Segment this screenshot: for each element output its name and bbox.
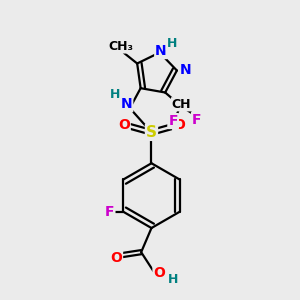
Text: CH: CH bbox=[172, 98, 191, 111]
Text: F: F bbox=[105, 205, 114, 219]
Text: O: O bbox=[173, 118, 185, 132]
Text: N: N bbox=[179, 64, 191, 77]
Text: O: O bbox=[154, 266, 165, 280]
Text: O: O bbox=[118, 118, 130, 132]
Text: H: H bbox=[110, 88, 120, 101]
Text: N: N bbox=[121, 98, 132, 111]
Text: H: H bbox=[167, 37, 177, 50]
Text: H: H bbox=[167, 273, 178, 286]
Text: N: N bbox=[155, 44, 167, 58]
Text: F: F bbox=[168, 114, 178, 128]
Text: CH₃: CH₃ bbox=[109, 40, 134, 53]
Text: F: F bbox=[192, 113, 201, 127]
Text: O: O bbox=[110, 251, 122, 265]
Text: S: S bbox=[146, 125, 157, 140]
